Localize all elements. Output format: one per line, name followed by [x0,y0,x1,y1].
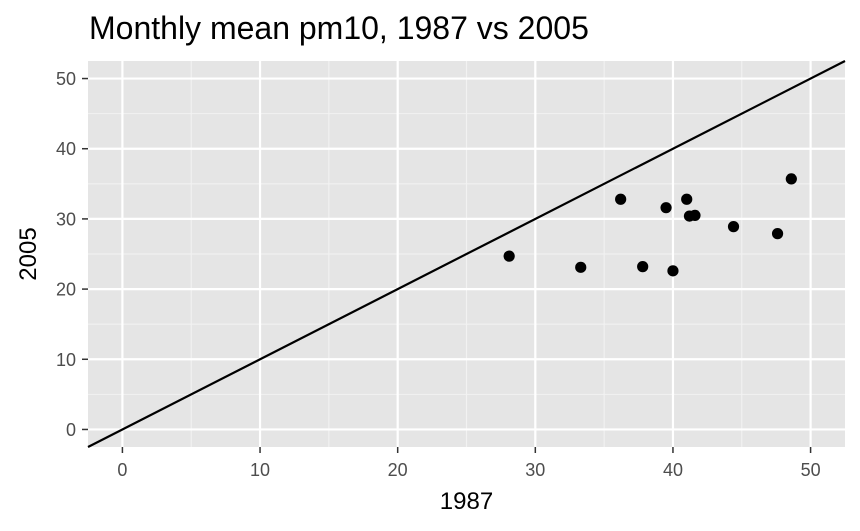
x-tick-label: 50 [801,460,821,480]
x-tick-label: 30 [525,460,545,480]
x-tick-label: 20 [388,460,408,480]
x-axis: 0 10 20 30 40 50 [117,447,821,480]
data-point [615,193,627,205]
x-tick-label: 10 [250,460,270,480]
y-tick-label: 10 [56,350,76,370]
x-tick-label: 40 [663,460,683,480]
data-point [575,261,587,273]
major-gridlines [88,61,845,447]
data-point [660,202,672,214]
points-layer [503,173,797,277]
data-point [727,221,740,233]
data-point [667,265,679,277]
y-tick-label: 40 [56,139,76,159]
data-point [689,209,701,221]
y-tick-label: 20 [56,280,76,300]
x-axis-title: 1987 [440,488,493,515]
y-tick-label: 30 [56,209,76,229]
data-point [637,261,649,273]
reference-line-layer [87,60,846,448]
y-tick-label: 50 [56,69,76,89]
data-point [771,228,784,240]
chart-title: Monthly mean pm10, 1987 vs 2005 [89,10,589,46]
reference-line [87,60,846,448]
data-point [503,250,515,262]
y-tick-label: 0 [66,420,76,440]
y-axis: 0 10 20 30 40 50 [56,69,88,440]
y-axis-title: 2005 [15,227,42,280]
data-point [785,173,797,185]
x-tick-label: 0 [117,460,127,480]
data-point [681,193,693,205]
